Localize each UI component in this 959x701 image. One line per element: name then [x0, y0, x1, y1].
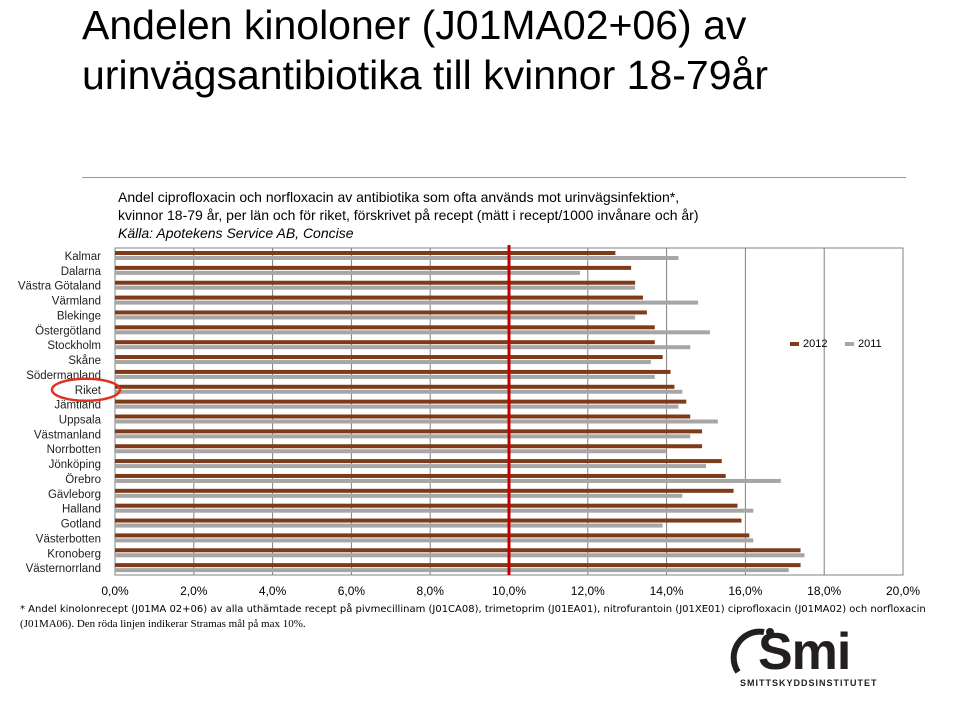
bar-2011	[115, 419, 718, 424]
smi-logo: Smi SMITTSKYDDSINSTITUTET	[730, 618, 950, 693]
legend-label-2012: 2012	[803, 338, 827, 350]
bar-2012	[115, 355, 663, 360]
x-tick-label: 16,0%	[728, 584, 762, 598]
bar-2012	[115, 548, 801, 553]
bar-2012	[115, 340, 655, 345]
bar-2012	[115, 473, 726, 478]
bar-2012	[115, 533, 750, 538]
bar-2012	[115, 518, 742, 523]
legend-label-2011: 2011	[858, 338, 882, 350]
bar-2012	[115, 265, 632, 270]
category-label: Västmanland	[34, 429, 101, 441]
slide-title: Andelen kinoloner (J01MA02+06) av urinvä…	[82, 2, 768, 98]
riket-highlight-circle	[50, 377, 122, 403]
bar-2011	[115, 256, 679, 260]
category-label: Riket	[75, 385, 102, 397]
logo-subtext: SMITTSKYDDSINSTITUTET	[740, 678, 878, 688]
chart-subtitle: Andel ciprofloxacin och norfloxacin av a…	[118, 188, 908, 242]
bar-2011	[115, 449, 667, 454]
bar-2011	[115, 478, 781, 483]
bar-2011	[115, 508, 754, 513]
x-tick-label: 4,0%	[259, 584, 287, 598]
category-label: Skåne	[68, 355, 101, 367]
category-label: Kronoberg	[47, 548, 101, 560]
bar-2011	[115, 330, 710, 335]
x-tick-label: 14,0%	[650, 584, 684, 598]
category-label: Västerbotten	[36, 533, 101, 545]
category-label: Västernorrland	[26, 563, 101, 575]
footnote-line-1: * Andel kinolonrecept (J01MA 02+06) av a…	[20, 604, 926, 615]
bar-2012	[115, 251, 616, 255]
logo-text: Smi	[758, 623, 851, 681]
category-label: Stockholm	[47, 340, 101, 352]
category-label: Östergötland	[35, 325, 101, 337]
x-tick-label: 20,0%	[886, 584, 920, 598]
category-label: Jämtland	[54, 400, 101, 412]
bar-2012	[115, 429, 703, 434]
bar-2011	[115, 568, 789, 573]
bar-2011	[115, 553, 805, 558]
bar-2011	[115, 345, 691, 350]
bar-2012	[115, 459, 722, 464]
bar-2012	[115, 310, 647, 315]
bar-2012	[115, 369, 671, 374]
category-label: Kalmar	[65, 251, 102, 263]
bar-2012	[115, 384, 675, 389]
category-label: Halland	[62, 504, 101, 516]
bar-2012	[115, 414, 691, 419]
bar-2011	[115, 300, 699, 305]
bar-chart: 0,0% 2,0% 4,0% 6,0% 8,0% 10,0% 12,0% 14,0% 16,0%…	[18, 245, 920, 598]
footnote-line-2: (J01MA06). Den röda linjen indikerar Str…	[20, 618, 306, 630]
bar-2012	[115, 444, 703, 449]
bar-2011	[115, 464, 706, 469]
x-tick-label: 10,0%	[492, 584, 526, 598]
x-tick-label: 8,0%	[417, 584, 445, 598]
category-label: Dalarna	[61, 266, 102, 278]
x-tick-label: 18,0%	[807, 584, 841, 598]
legend-swatch-2012	[790, 342, 799, 346]
bar-2011	[115, 315, 636, 320]
bar-2012	[115, 325, 655, 330]
bar-2012	[115, 488, 734, 493]
bar-2011	[115, 389, 683, 394]
category-label: Norrbotten	[47, 444, 101, 456]
category-label: Gotland	[61, 519, 101, 531]
x-tick-label: 12,0%	[571, 584, 605, 598]
footnote: * Andel kinolonrecept (J01MA 02+06) av a…	[20, 602, 945, 632]
x-tick-label: 0,0%	[101, 584, 129, 598]
legend-swatch-2011	[845, 342, 854, 346]
category-label: Gävleborg	[48, 489, 101, 501]
bar-2011	[115, 434, 691, 439]
bar-2011	[115, 374, 655, 379]
category-label: Jönköping	[49, 459, 101, 471]
x-tick-label: 6,0%	[338, 584, 366, 598]
category-label: Uppsala	[59, 415, 102, 427]
category-label: Blekinge	[57, 310, 101, 322]
category-label: Västra Götaland	[18, 281, 101, 293]
bar-2011	[115, 270, 580, 275]
bar-2011	[115, 523, 663, 528]
smi-logo-mark-icon	[730, 628, 774, 674]
bar-2011	[115, 404, 679, 409]
bar-2012	[115, 399, 687, 404]
category-label: Örebro	[65, 474, 101, 486]
subtitle-line-2: kvinnor 18-79 år, per län och för riket,…	[118, 207, 699, 223]
bar-2011	[115, 493, 683, 498]
source-note: Källa: Apotekens Service AB, Concise	[118, 225, 354, 241]
title-divider	[82, 177, 906, 178]
bar-2011	[115, 285, 636, 290]
category-label: Södermanland	[26, 370, 101, 382]
bar-2012	[115, 295, 643, 300]
bar-2011	[115, 360, 651, 365]
category-label: Värmland	[52, 296, 101, 308]
subtitle-line-1: Andel ciprofloxacin och norfloxacin av a…	[118, 189, 680, 205]
bar-2012	[115, 563, 801, 568]
bar-2012	[115, 280, 636, 285]
x-tick-label: 2,0%	[180, 584, 208, 598]
bar-2011	[115, 538, 754, 543]
bar-2012	[115, 503, 738, 508]
